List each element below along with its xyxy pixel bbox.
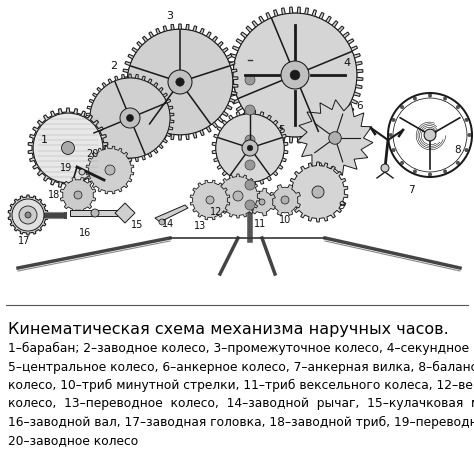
Circle shape: [281, 61, 309, 89]
Circle shape: [127, 114, 134, 121]
Text: 10: 10: [279, 215, 291, 225]
Circle shape: [401, 161, 404, 164]
Polygon shape: [70, 210, 117, 216]
Circle shape: [91, 209, 99, 217]
Circle shape: [245, 105, 255, 115]
Circle shape: [19, 206, 37, 224]
Circle shape: [245, 200, 255, 210]
Polygon shape: [190, 180, 230, 220]
Polygon shape: [122, 24, 238, 140]
Circle shape: [127, 29, 233, 135]
Circle shape: [428, 94, 432, 97]
Text: колесо,  13–переводное  колесо,  14–заводной  рычаг,  15–кулачковая  муфта,: колесо, 13–переводное колесо, 14–заводно…: [8, 398, 474, 410]
Text: 5–центральное колесо, 6–анкерное колесо, 7–анкерная вилка, 8–баланс, 9–часовое: 5–центральное колесо, 6–анкерное колесо,…: [8, 360, 474, 374]
Text: 11: 11: [254, 219, 266, 229]
Text: 13: 13: [194, 221, 206, 231]
Polygon shape: [115, 203, 135, 223]
Text: 14: 14: [162, 219, 174, 229]
Polygon shape: [212, 110, 288, 186]
Circle shape: [79, 169, 85, 175]
Circle shape: [176, 78, 184, 86]
Text: 15: 15: [131, 220, 143, 230]
Text: 17: 17: [18, 236, 30, 246]
Circle shape: [468, 133, 471, 136]
Circle shape: [159, 219, 165, 225]
Polygon shape: [8, 195, 48, 235]
Circle shape: [444, 170, 447, 173]
Circle shape: [245, 75, 255, 85]
Polygon shape: [28, 108, 108, 188]
Circle shape: [247, 145, 253, 151]
Circle shape: [25, 212, 31, 218]
Polygon shape: [155, 205, 188, 222]
Circle shape: [216, 114, 284, 182]
Polygon shape: [86, 74, 174, 162]
Circle shape: [259, 199, 265, 205]
Circle shape: [456, 105, 460, 109]
Text: 4: 4: [344, 58, 351, 68]
Circle shape: [62, 142, 74, 154]
Text: 3: 3: [166, 11, 173, 21]
Circle shape: [428, 173, 432, 176]
Text: 1–барабан; 2–заводное колесо, 3–промежуточное колесо, 4–секундное колесо,: 1–барабан; 2–заводное колесо, 3–промежут…: [8, 342, 474, 355]
Polygon shape: [288, 162, 348, 222]
Circle shape: [168, 70, 192, 94]
Circle shape: [233, 13, 357, 137]
Circle shape: [242, 140, 258, 156]
Circle shape: [424, 129, 436, 141]
Text: 19: 19: [60, 163, 72, 173]
Text: 7: 7: [408, 185, 414, 195]
Text: Кинематическая схема механизма наручных часов.: Кинематическая схема механизма наручных …: [8, 322, 449, 337]
Circle shape: [74, 191, 82, 199]
Polygon shape: [86, 146, 134, 194]
Polygon shape: [216, 174, 260, 218]
Text: 12: 12: [210, 207, 222, 217]
Text: 9: 9: [339, 201, 346, 211]
Circle shape: [281, 196, 289, 204]
Circle shape: [245, 135, 255, 145]
Circle shape: [413, 170, 417, 173]
Text: 5: 5: [279, 125, 285, 135]
Circle shape: [206, 196, 214, 204]
Circle shape: [392, 118, 395, 121]
Circle shape: [33, 113, 103, 183]
Circle shape: [12, 199, 44, 231]
Text: 8: 8: [455, 145, 461, 155]
Circle shape: [456, 161, 460, 164]
Circle shape: [444, 97, 447, 100]
Text: 1: 1: [40, 135, 47, 145]
Polygon shape: [270, 185, 301, 215]
Circle shape: [392, 148, 395, 152]
Text: 16–заводной вал, 17–заводная головка, 18–заводной триб, 19–переводной рычаг,: 16–заводной вал, 17–заводная головка, 18…: [8, 416, 474, 429]
Circle shape: [381, 164, 389, 172]
Circle shape: [290, 70, 300, 80]
Text: 16: 16: [79, 228, 91, 238]
Circle shape: [233, 191, 243, 201]
Text: 20: 20: [86, 149, 98, 159]
Circle shape: [120, 108, 140, 128]
Circle shape: [389, 133, 392, 136]
Text: 2: 2: [110, 61, 118, 71]
Polygon shape: [248, 188, 275, 216]
Circle shape: [413, 97, 417, 100]
Circle shape: [329, 132, 341, 144]
Polygon shape: [227, 7, 363, 143]
Circle shape: [401, 105, 404, 109]
Polygon shape: [297, 100, 373, 175]
Text: 18: 18: [48, 190, 60, 200]
Text: 6: 6: [357, 101, 363, 111]
Polygon shape: [60, 177, 96, 213]
Circle shape: [312, 186, 324, 198]
Circle shape: [105, 165, 115, 175]
Circle shape: [90, 78, 170, 158]
Circle shape: [245, 180, 255, 190]
Text: колесо, 10–триб минутной стрелки, 11–триб вексельного колеса, 12–вексельное: колесо, 10–триб минутной стрелки, 11–три…: [8, 379, 474, 392]
Circle shape: [245, 160, 255, 170]
Circle shape: [465, 118, 468, 121]
Circle shape: [465, 148, 468, 152]
Text: 20–заводное колесо: 20–заводное колесо: [8, 435, 138, 447]
